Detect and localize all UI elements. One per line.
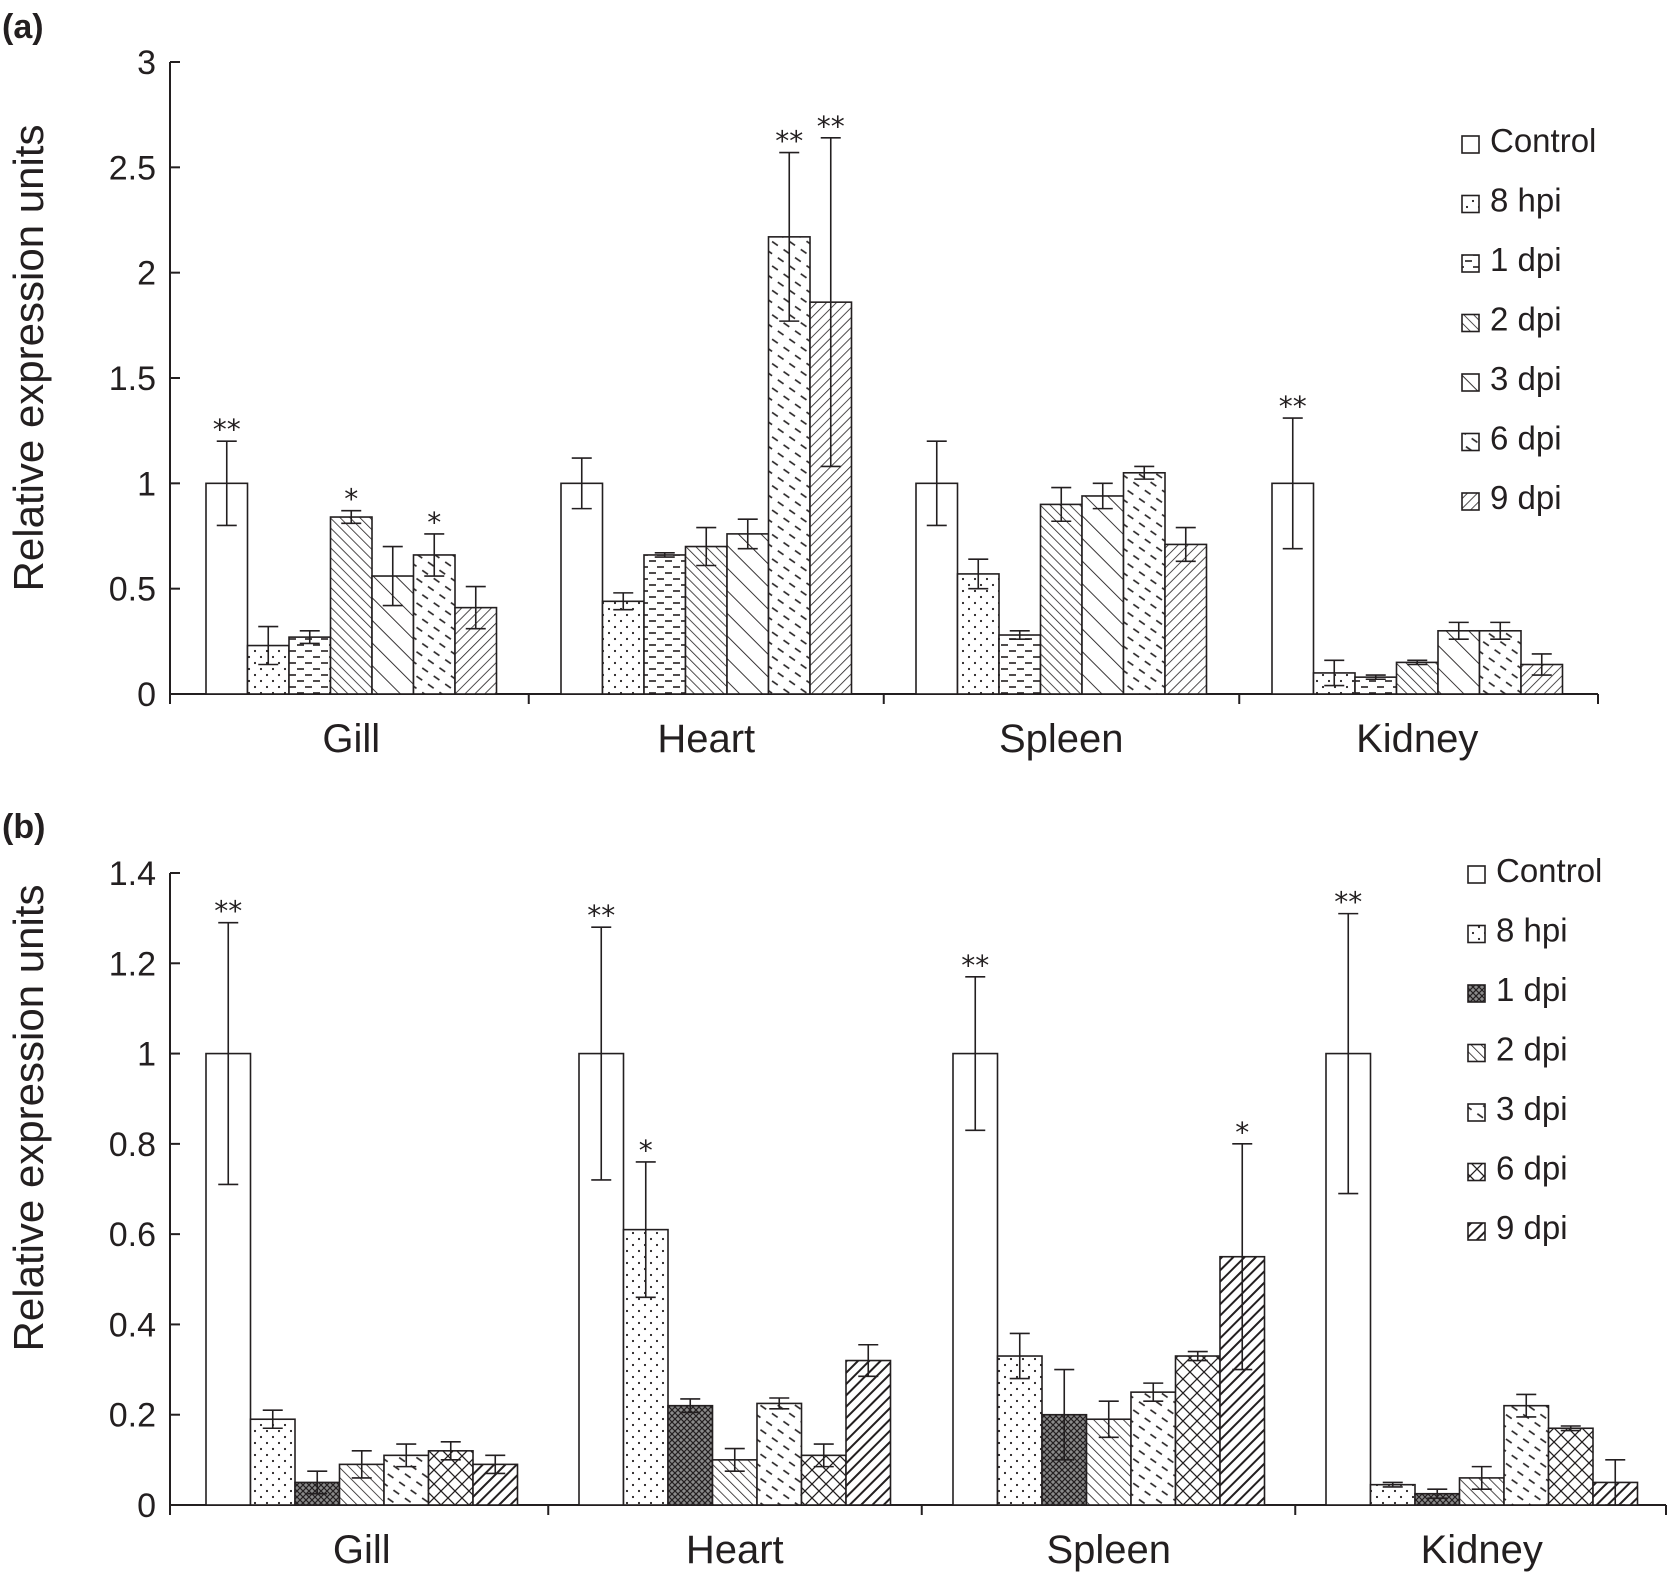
bar-kidney-6-dpi	[1547, 1427, 1594, 1506]
bar-heart-control	[560, 482, 604, 695]
bar-heart-9-dpi	[845, 1359, 892, 1506]
legend-swatch	[1467, 924, 1486, 944]
legend-swatch	[1467, 1103, 1486, 1122]
legend-swatch	[1461, 492, 1480, 511]
significance-mark: **	[1279, 390, 1307, 423]
significance-mark: *	[427, 506, 441, 539]
legend-label: 8 hpi	[1496, 912, 1568, 949]
category-label-kidney: Kidney	[1421, 1528, 1543, 1572]
y-tick-label: 1	[137, 465, 156, 503]
y-tick-label: 3	[137, 44, 156, 82]
bar-kidney-6-dpi	[1478, 629, 1522, 695]
y-tick-label: 1.2	[109, 945, 156, 983]
legend-swatch	[1467, 865, 1486, 884]
legend-label: Control	[1490, 122, 1596, 159]
y-tick-label: 2.5	[109, 149, 156, 187]
legend-label: 1 dpi	[1496, 971, 1568, 1008]
y-tick-label: 1.5	[109, 360, 156, 398]
bar-heart-2-dpi	[684, 545, 728, 695]
legend-label: 8 hpi	[1490, 182, 1562, 219]
significance-mark: **	[587, 899, 615, 932]
y-tick-label: 0.4	[109, 1306, 156, 1344]
significance-mark: **	[817, 110, 845, 143]
y-tick-label: 1	[137, 1036, 156, 1074]
panel-b-plot: 00.20.40.60.811.21.4**Gill***Heart***Spl…	[109, 852, 1667, 1572]
panel-b-label: (b)	[2, 808, 45, 846]
legend-label: 9 dpi	[1490, 479, 1562, 516]
bar-gill-8-hpi	[249, 1418, 296, 1506]
bar-heart-8-hpi	[601, 600, 645, 695]
significance-mark: *	[639, 1134, 653, 1167]
category-label-gill: Gill	[333, 1528, 391, 1572]
significance-mark: *	[1235, 1116, 1249, 1149]
bar-heart-1-dpi	[667, 1404, 714, 1506]
legend-label: 2 dpi	[1490, 301, 1562, 338]
legend-label: 6 dpi	[1496, 1150, 1568, 1187]
bar-spleen-9-dpi	[1164, 543, 1208, 695]
bar-spleen-control	[952, 1052, 999, 1506]
panel-a-ylabel: Relative expression units	[5, 125, 52, 592]
y-tick-label: 0	[137, 1487, 156, 1525]
bar-gill-3-dpi	[371, 575, 415, 695]
legend-label: 3 dpi	[1496, 1090, 1568, 1127]
bar-spleen-1-dpi	[998, 634, 1042, 695]
legend-label: 2 dpi	[1496, 1031, 1568, 1068]
legend-label: 9 dpi	[1496, 1209, 1568, 1246]
bar-gill-control	[205, 482, 249, 695]
significance-mark: **	[1334, 886, 1362, 919]
legend-swatch	[1467, 1222, 1486, 1241]
y-tick-label: 0.8	[109, 1126, 156, 1164]
significance-mark: **	[961, 949, 989, 982]
bar-spleen-8-hpi	[996, 1355, 1043, 1506]
category-label-gill: Gill	[322, 717, 380, 761]
bar-gill-1-dpi	[288, 636, 332, 695]
y-tick-label: 0.6	[109, 1216, 156, 1254]
legend-swatch	[1461, 313, 1480, 333]
legend-swatch	[1461, 135, 1480, 154]
bar-spleen-3-dpi	[1130, 1391, 1177, 1506]
bar-spleen-6-dpi	[1174, 1355, 1221, 1506]
y-tick-label: 2	[137, 255, 156, 293]
bar-gill-2-dpi	[329, 516, 373, 695]
legend-swatch	[1461, 194, 1480, 214]
significance-mark: *	[344, 483, 358, 516]
legend-swatch	[1461, 254, 1480, 273]
legend-swatch	[1467, 984, 1486, 1003]
significance-mark: **	[213, 413, 241, 446]
bar-spleen-8-hpi	[956, 573, 1000, 695]
y-tick-label: 0	[137, 676, 156, 714]
bar-kidney-2-dpi	[1395, 661, 1439, 695]
panel-a-label: (a)	[2, 8, 44, 46]
y-tick-label: 0.5	[109, 571, 156, 609]
bar-heart-1-dpi	[643, 554, 687, 695]
bar-heart-3-dpi	[756, 1402, 803, 1506]
bar-spleen-3-dpi	[1081, 495, 1125, 695]
bar-heart-3-dpi	[726, 533, 770, 695]
significance-mark: **	[214, 895, 242, 928]
legend-label: 3 dpi	[1490, 360, 1562, 397]
legend-label: Control	[1496, 852, 1602, 889]
bar-kidney-3-dpi	[1503, 1404, 1550, 1506]
category-label-kidney: Kidney	[1356, 717, 1478, 761]
panel-a-plot: 00.511.522.53****Gill** **Heart Spleen**Ki…	[109, 44, 1599, 761]
panel-b-ylabel: Relative expression units	[5, 885, 52, 1352]
legend-swatch	[1467, 1043, 1486, 1063]
legend-label: 1 dpi	[1490, 241, 1562, 278]
bar-spleen-2-dpi	[1039, 503, 1083, 695]
category-label-spleen: Spleen	[1046, 1528, 1171, 1572]
y-tick-label: 0.2	[109, 1397, 156, 1435]
legend-swatch	[1461, 432, 1480, 452]
y-tick-label: 1.4	[109, 855, 156, 893]
category-label-spleen: Spleen	[999, 717, 1124, 761]
category-label-heart: Heart	[686, 1528, 784, 1572]
legend-swatch	[1467, 1162, 1486, 1182]
legend-swatch	[1461, 373, 1480, 392]
significance-mark: **	[775, 125, 803, 158]
legend-label: 6 dpi	[1490, 420, 1562, 457]
category-label-heart: Heart	[657, 717, 755, 761]
bar-kidney-3-dpi	[1437, 629, 1481, 695]
bar-spleen-6-dpi	[1122, 471, 1166, 695]
